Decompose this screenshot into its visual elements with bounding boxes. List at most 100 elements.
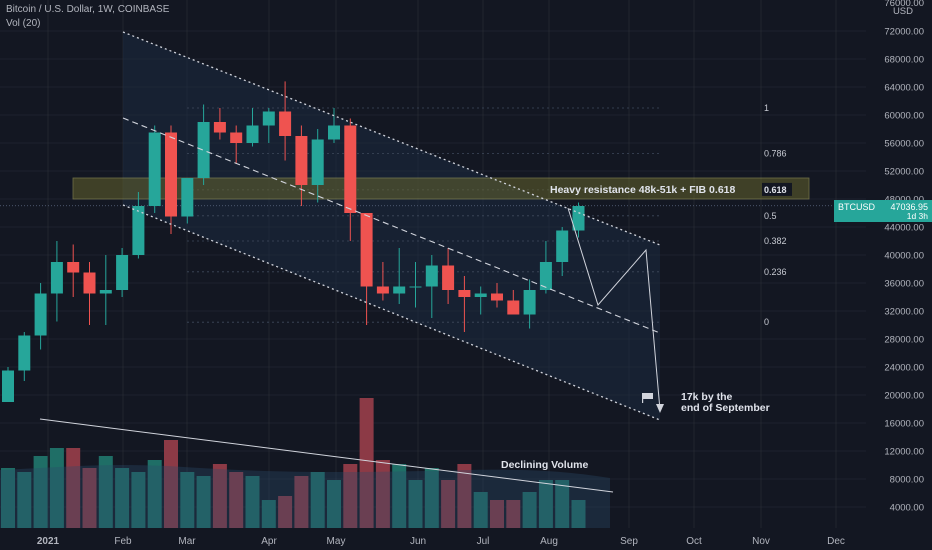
y-tick-label: 56000.00 [884, 139, 924, 150]
candle-body [18, 335, 31, 371]
candle-body [311, 139, 324, 185]
candle-body [491, 293, 503, 301]
y-tick-label-top: 76000.00 [884, 0, 924, 9]
volume-bar [229, 472, 244, 528]
volume-bar [245, 476, 260, 528]
volume-bar [82, 468, 97, 528]
volume-bar [538, 480, 553, 528]
y-tick-label: 16000.00 [884, 419, 924, 430]
volume-bar [196, 476, 211, 528]
y-tick-label: 28000.00 [884, 335, 924, 346]
candle-body [50, 262, 63, 294]
fib-618-badge [762, 182, 792, 196]
candle-body [425, 265, 438, 287]
volume-bar [490, 500, 504, 528]
y-tick-label: 8000.00 [890, 475, 924, 486]
y-tick-label: 4000.00 [890, 503, 924, 514]
y-tick-label: 36000.00 [884, 279, 924, 290]
x-tick-label: Jun [410, 536, 426, 547]
projection-arrowhead [656, 404, 664, 413]
x-tick-label: 2021 [37, 536, 60, 547]
candle-body [246, 125, 259, 143]
price-badge-symbol: BTCUSD [838, 202, 876, 212]
candle-body [132, 206, 145, 255]
candle-body [165, 132, 177, 217]
volume-bar [555, 480, 570, 528]
channel-top-line [122, 31, 661, 246]
volume-bar [310, 472, 325, 528]
volume-bar [359, 398, 374, 528]
y-tick-label: 68000.00 [884, 55, 924, 66]
annotations: 1 0.786 0.618 0.5 0.382 0.236 0 Heavy resistanc… [501, 103, 932, 471]
fib-label: 1 [764, 103, 769, 113]
price-badge[interactable] [834, 200, 932, 222]
x-tick-label: Dec [827, 536, 845, 547]
candle-body [409, 286, 422, 288]
flag-icon [642, 393, 644, 403]
volume-bar [506, 500, 521, 528]
volume-bar [261, 500, 276, 528]
candle-body [344, 125, 357, 213]
volume-bar [441, 480, 456, 528]
candle-body [34, 293, 47, 336]
candle-body [523, 290, 536, 315]
volume-bar [49, 448, 64, 528]
candle-body [376, 286, 389, 294]
y-tick-label: 40000.00 [884, 251, 924, 262]
candle-body [556, 230, 569, 262]
candle-body [99, 290, 112, 294]
candle-body [507, 300, 520, 315]
candle-body [213, 122, 226, 133]
resistance-zone [72, 177, 810, 200]
volume-bar [1, 468, 15, 528]
volume-bar [457, 464, 472, 528]
y-tick-label: 52000.00 [884, 167, 924, 178]
x-tick-label: Jul [477, 536, 490, 547]
volume-bar [115, 468, 130, 528]
flag-icon-cloth [643, 393, 653, 399]
candle-body [83, 272, 96, 294]
candle-body [572, 206, 585, 231]
fib-label: 0.236 [764, 267, 787, 277]
y-tick-label: 64000.00 [884, 83, 924, 94]
fib-label: 0 [764, 317, 769, 327]
x-tick-label: Aug [540, 536, 558, 547]
candle-body [67, 262, 80, 273]
candle-body [474, 293, 487, 297]
price-badge-value: 47036.95 [890, 202, 928, 212]
x-axis[interactable]: 2021 Feb Mar Apr May Jun Jul Aug Sep Oct Nov Dec [37, 536, 845, 547]
candle-body [295, 136, 308, 185]
resistance-note: Heavy resistance 48k-51k + FIB 0.618 [550, 184, 735, 196]
volume-bar [392, 464, 407, 528]
volume-bar [375, 460, 390, 528]
y-tick-label: 20000.00 [884, 391, 924, 402]
volume-bar [33, 456, 48, 528]
candle-body [181, 178, 194, 217]
candlesticks [2, 81, 585, 402]
candle-body [116, 255, 129, 290]
price-badge-countdown: 1d 3h [907, 211, 929, 221]
symbol-legend[interactable]: Bitcoin / U.S. Dollar, 1W, COINBASE [6, 4, 170, 15]
candle-body [279, 111, 292, 136]
volume-bar [327, 480, 341, 528]
candle-body [328, 125, 340, 140]
volume-bar [278, 496, 293, 528]
volume-bar [473, 492, 488, 528]
volume-bar [343, 464, 358, 528]
volume-bar [212, 464, 227, 528]
candle-body [539, 262, 552, 290]
channel-mid-line [122, 117, 661, 334]
candle-body [197, 122, 210, 178]
x-tick-label: Nov [752, 536, 770, 547]
candle-body [360, 213, 373, 287]
fib-label: 0.382 [764, 236, 787, 246]
channel-bottom-line [122, 204, 661, 421]
volume-legend[interactable]: Vol (20) [6, 18, 41, 29]
volume-bar [294, 476, 309, 528]
target-note-line2: end of September [681, 402, 770, 414]
candle-body [2, 370, 14, 402]
candle-body [230, 132, 243, 143]
y-tick-label: 72000.00 [884, 27, 924, 38]
volume-bar [522, 492, 537, 528]
